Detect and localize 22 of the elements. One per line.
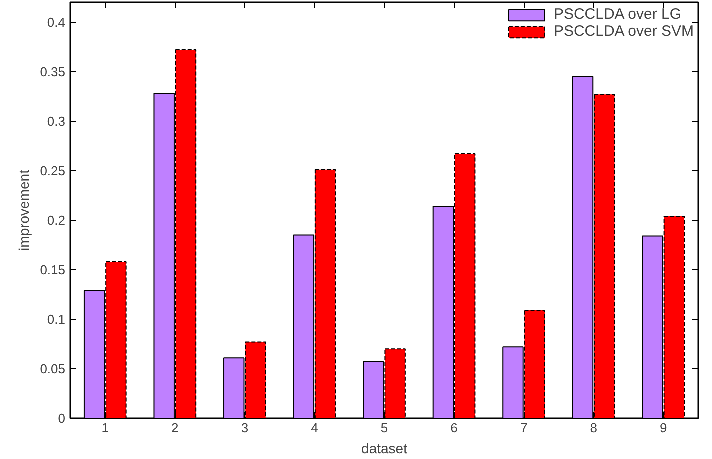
y-tick-label: 0.2 xyxy=(47,212,66,228)
y-tick-label: 0.25 xyxy=(40,163,66,178)
y-tick-label: 0.1 xyxy=(47,312,66,327)
y-tick-label: 0.3 xyxy=(47,114,66,129)
legend-label: PSCCLDA over SVM xyxy=(554,23,694,40)
legend-label: PSCCLDA over LG xyxy=(554,6,682,23)
x-axis-title: dataset xyxy=(362,440,408,456)
x-tick-label: 4 xyxy=(311,420,318,436)
x-tick-label: 3 xyxy=(241,420,249,436)
x-tick-label: 8 xyxy=(590,420,598,436)
y-tick-label: 0.15 xyxy=(40,262,66,278)
x-tick-label: 6 xyxy=(450,420,458,436)
x-tick-label: 2 xyxy=(172,420,179,436)
x-tick-label: 1 xyxy=(102,420,110,436)
x-tick-label: 9 xyxy=(660,420,668,436)
y-axis-title: improvement xyxy=(16,170,32,251)
y-tick-label: 0.35 xyxy=(40,64,66,80)
y-tick-label: 0 xyxy=(58,411,66,426)
x-tick-label: 5 xyxy=(380,420,388,436)
y-tick-label: 0.4 xyxy=(47,14,66,30)
x-tick-label: 7 xyxy=(520,420,528,436)
y-tick-label: 0.05 xyxy=(40,361,66,376)
